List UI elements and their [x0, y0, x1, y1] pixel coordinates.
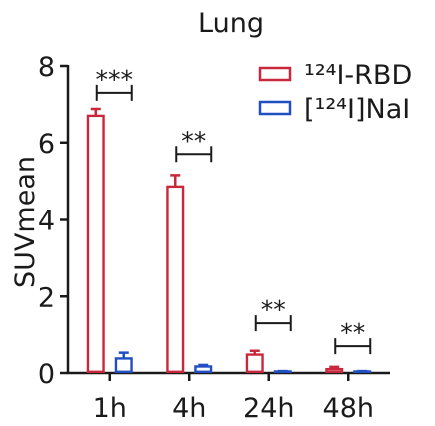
chart-title: Lung	[198, 8, 264, 39]
legend-swatch-rbd	[258, 66, 292, 82]
y-tick-label: 2	[38, 282, 55, 313]
significance-label: ***	[96, 65, 134, 94]
x-tick-label: 48h	[323, 393, 374, 424]
y-axis-label: SUVmean	[10, 156, 41, 288]
bar-rbd-4h	[166, 185, 185, 374]
y-tick-label: 8	[38, 52, 55, 83]
significance-label: **	[340, 318, 365, 347]
significance-label: **	[181, 126, 206, 155]
y-tick-label: 6	[38, 129, 55, 160]
x-tick-label: 24h	[243, 393, 294, 424]
bar-rbd-24h	[245, 353, 264, 373]
legend: ¹²⁴I-RBD[¹²⁴I]NaI	[258, 60, 412, 125]
bars	[86, 107, 372, 374]
bar-rbd-48h	[325, 367, 344, 374]
bar-nai-1h	[114, 357, 133, 374]
legend-label-rbd: ¹²⁴I-RBD	[304, 60, 412, 91]
x-tick-label: 1h	[93, 393, 127, 424]
legend-swatch-nai	[258, 100, 292, 116]
bar-nai-4h	[194, 365, 213, 374]
significance-label: **	[261, 295, 286, 324]
y-tick-label: 4	[38, 206, 55, 237]
legend-label-nai: [¹²⁴I]NaI	[304, 94, 410, 125]
x-tick-label: 4h	[172, 393, 206, 424]
bar-rbd-1h	[86, 114, 105, 374]
axes: 0 2 4 6 8 1h 4h 24h 48h	[38, 52, 390, 424]
y-tick-label: 0	[38, 359, 55, 390]
significance-brackets: *********	[96, 65, 372, 355]
